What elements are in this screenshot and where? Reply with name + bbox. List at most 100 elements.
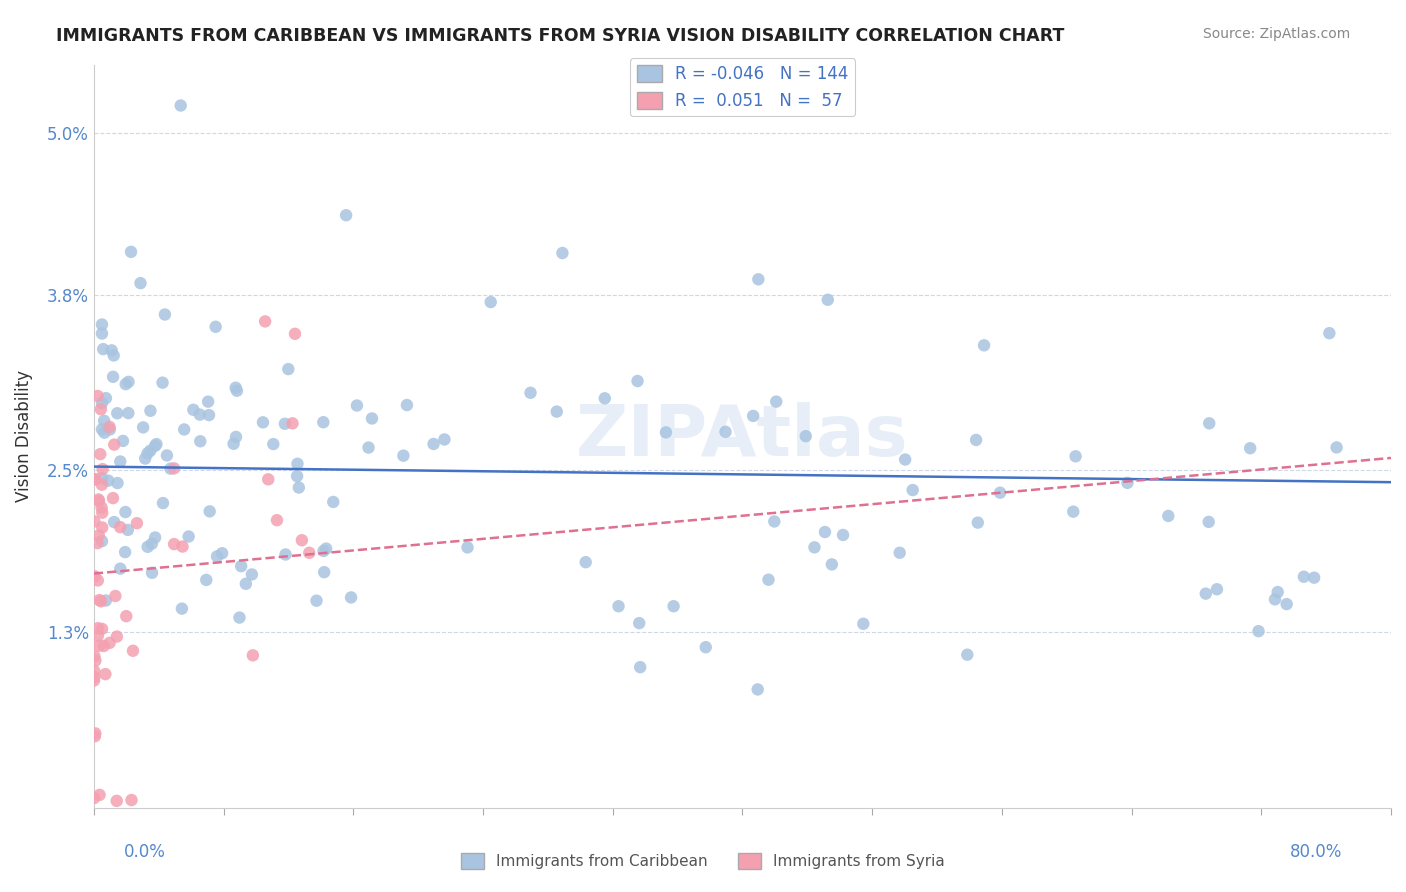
Point	[894, 452, 917, 467]
Point	[89, 593, 111, 607]
Point	[314, 565, 336, 579]
Point	[287, 457, 309, 471]
Point	[177, 529, 200, 543]
Point	[758, 573, 780, 587]
Point	[284, 326, 307, 341]
Point	[97, 474, 120, 488]
Point	[91, 396, 114, 410]
Point	[83, 729, 105, 743]
Point	[422, 437, 444, 451]
Point	[626, 374, 648, 388]
Point	[111, 434, 134, 448]
Point	[103, 437, 125, 451]
Point	[257, 472, 280, 486]
Point	[575, 555, 598, 569]
Point	[266, 513, 288, 527]
Point	[361, 411, 384, 425]
Point	[170, 98, 193, 112]
Point	[593, 392, 616, 406]
Point	[87, 574, 110, 588]
Y-axis label: Vision Disability: Vision Disability	[15, 370, 32, 502]
Point	[103, 515, 125, 529]
Point	[747, 272, 769, 286]
Point	[225, 381, 247, 395]
Point	[1157, 508, 1180, 523]
Point	[1275, 597, 1298, 611]
Point	[114, 505, 136, 519]
Point	[90, 500, 112, 515]
Point	[117, 523, 139, 537]
Point	[252, 415, 274, 429]
Point	[765, 394, 787, 409]
Point	[122, 644, 145, 658]
Point	[183, 402, 205, 417]
Point	[188, 408, 211, 422]
Point	[136, 446, 159, 460]
Point	[1064, 450, 1087, 464]
Point	[392, 449, 415, 463]
Point	[83, 649, 105, 664]
Point	[235, 576, 257, 591]
Point	[110, 562, 132, 576]
Point	[104, 589, 127, 603]
Point	[89, 788, 111, 802]
Point	[288, 481, 311, 495]
Point	[91, 342, 114, 356]
Point	[94, 593, 117, 607]
Point	[83, 673, 105, 688]
Point	[794, 429, 817, 443]
Point	[1198, 515, 1220, 529]
Point	[83, 472, 105, 486]
Text: Source: ZipAtlas.com: Source: ZipAtlas.com	[1202, 27, 1350, 41]
Text: 80.0%: 80.0%	[1291, 843, 1343, 861]
Point	[966, 516, 988, 530]
Point	[115, 609, 138, 624]
Point	[93, 414, 115, 428]
Point	[120, 244, 142, 259]
Point	[312, 544, 335, 558]
Point	[211, 546, 233, 560]
Point	[1264, 592, 1286, 607]
Point	[105, 630, 128, 644]
Point	[84, 654, 107, 668]
Point	[83, 670, 105, 684]
Point	[91, 506, 114, 520]
Point	[98, 420, 121, 434]
Point	[395, 398, 418, 412]
Point	[817, 293, 839, 307]
Text: ZIPAtlas: ZIPAtlas	[576, 401, 908, 471]
Point	[83, 664, 105, 678]
Point	[91, 534, 114, 549]
Point	[134, 451, 156, 466]
Point	[94, 391, 117, 405]
Point	[832, 528, 855, 542]
Point	[973, 338, 995, 352]
Point	[1303, 571, 1326, 585]
Point	[141, 537, 163, 551]
Point	[101, 491, 124, 505]
Point	[607, 599, 630, 614]
Point	[197, 394, 219, 409]
Point	[90, 594, 112, 608]
Point	[1267, 585, 1289, 599]
Point	[519, 385, 541, 400]
Point	[254, 314, 277, 328]
Point	[143, 439, 166, 453]
Legend: Immigrants from Caribbean, Immigrants from Syria: Immigrants from Caribbean, Immigrants fr…	[454, 847, 952, 875]
Point	[136, 540, 159, 554]
Point	[195, 573, 218, 587]
Point	[89, 447, 111, 461]
Point	[312, 415, 335, 429]
Point	[83, 569, 105, 583]
Point	[117, 375, 139, 389]
Point	[274, 417, 297, 431]
Point	[117, 406, 139, 420]
Point	[662, 599, 685, 614]
Point	[901, 483, 924, 497]
Point	[1198, 417, 1220, 431]
Point	[747, 682, 769, 697]
Point	[285, 469, 308, 483]
Point	[546, 404, 568, 418]
Point	[90, 402, 112, 417]
Point	[100, 343, 122, 358]
